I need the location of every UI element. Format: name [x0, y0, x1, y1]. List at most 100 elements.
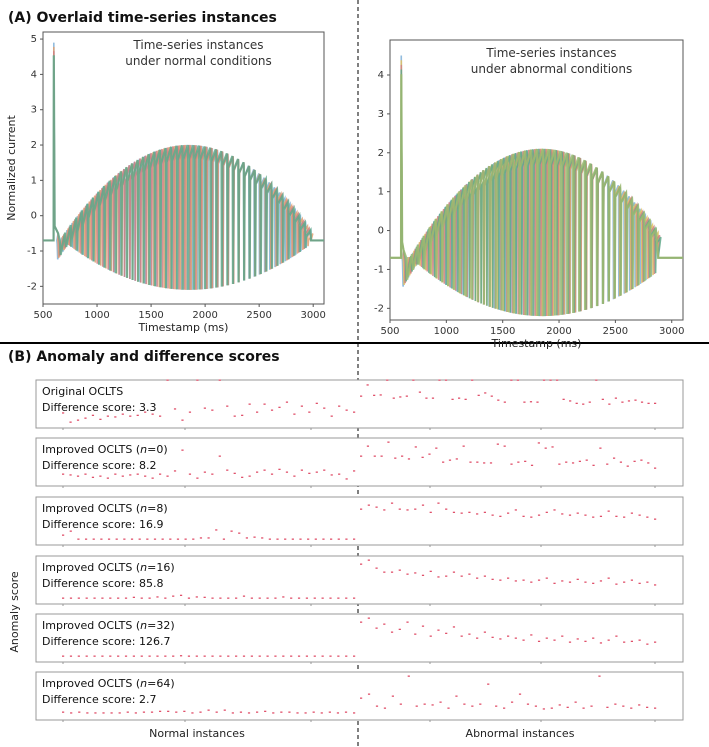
score-point: [405, 395, 408, 397]
score-point: [565, 461, 568, 463]
score-point: [553, 639, 556, 641]
score-point: [407, 675, 410, 677]
score-panel-frame: [35, 437, 684, 487]
score-point: [192, 538, 195, 540]
score-point: [353, 538, 356, 540]
score-point: [522, 579, 525, 581]
score-point: [284, 538, 287, 540]
score-point: [360, 508, 363, 510]
score-point: [383, 509, 386, 511]
score-point: [431, 704, 434, 706]
x-tick-label: 500: [380, 326, 399, 337]
score-point: [183, 710, 186, 712]
score-point: [297, 597, 301, 599]
score-point: [537, 442, 540, 444]
y-tick-label: 3: [31, 105, 37, 116]
score-point: [274, 655, 277, 657]
panel-label-n: n: [140, 561, 147, 574]
score-point: [551, 446, 554, 448]
score-point: [423, 703, 426, 705]
plot-annotation: Time-series instances: [132, 38, 263, 52]
series-line: [43, 55, 324, 290]
score-point: [166, 475, 169, 477]
score-point: [437, 629, 440, 631]
panel-label-n-value: =32): [147, 619, 175, 632]
y-tick-label: -1: [27, 246, 37, 257]
score-point: [451, 398, 454, 400]
score-point: [110, 712, 113, 714]
score-point: [142, 711, 146, 713]
score-point: [144, 475, 147, 477]
score-point: [638, 639, 641, 641]
y-tick-label: -1: [374, 264, 384, 275]
score-point: [360, 395, 363, 397]
y-tick-label: 0: [378, 226, 384, 237]
score-point: [191, 712, 194, 714]
score-point: [598, 675, 601, 677]
panel-a-title: (A) Overlaid time-series instances: [8, 10, 277, 26]
score-point: [242, 655, 246, 657]
score-point: [524, 460, 527, 462]
score-point: [647, 462, 650, 464]
score-point: [545, 511, 548, 513]
score-point: [121, 413, 124, 415]
score-point: [307, 538, 310, 540]
score-point: [199, 537, 203, 539]
panel-label-n-value: =8): [147, 502, 168, 515]
score-panel-frame: [35, 379, 684, 429]
score-point: [640, 401, 644, 403]
score-point: [106, 415, 109, 417]
y-tick-label: 1: [31, 175, 37, 186]
score-point: [375, 567, 378, 569]
score-point: [491, 578, 494, 580]
score-point: [561, 580, 564, 582]
score-point: [379, 394, 382, 396]
score-point: [444, 379, 448, 381]
score-point: [654, 584, 657, 586]
score-point: [406, 621, 409, 623]
score-point: [179, 594, 183, 596]
panel-b-title: (B) Anomaly and difference scores: [8, 349, 280, 365]
score-point: [615, 583, 618, 585]
score-point: [248, 475, 251, 477]
score-point: [556, 379, 559, 381]
score-point: [545, 637, 548, 639]
score-point: [536, 401, 539, 403]
score-point: [121, 475, 124, 477]
score-point: [84, 417, 87, 419]
score-point: [584, 581, 587, 583]
score-point: [390, 502, 394, 504]
score-point: [250, 655, 253, 657]
x-tick-label: 2000: [546, 326, 571, 337]
score-point: [62, 534, 65, 536]
score-point: [231, 712, 234, 714]
score-point: [460, 575, 463, 577]
score-point: [514, 637, 517, 639]
score-point: [258, 655, 261, 657]
score-point: [218, 379, 221, 381]
score-point: [117, 597, 120, 599]
difference-score: Difference score: 16.9: [42, 518, 163, 531]
score-point: [353, 712, 356, 714]
score-point: [514, 580, 517, 582]
score-point: [599, 447, 602, 449]
score-point: [272, 712, 275, 714]
score-point: [463, 703, 466, 705]
score-point: [530, 581, 533, 583]
score-point: [406, 573, 409, 575]
score-point: [421, 574, 425, 576]
score-point: [203, 655, 206, 657]
score-point: [77, 655, 80, 657]
x-tick-label: 1000: [434, 326, 459, 337]
score-point: [247, 712, 251, 714]
x-tick-label: 2500: [246, 310, 271, 321]
score-point: [69, 474, 72, 476]
score-point: [270, 473, 274, 475]
score-point: [148, 655, 151, 657]
score-panel: Improved OCLTS (n=32) Difference score: 1…: [35, 613, 684, 664]
score-point: [392, 397, 395, 399]
score-point: [496, 443, 499, 445]
score-point: [383, 571, 386, 573]
score-point: [421, 625, 425, 627]
score-point: [107, 538, 111, 540]
